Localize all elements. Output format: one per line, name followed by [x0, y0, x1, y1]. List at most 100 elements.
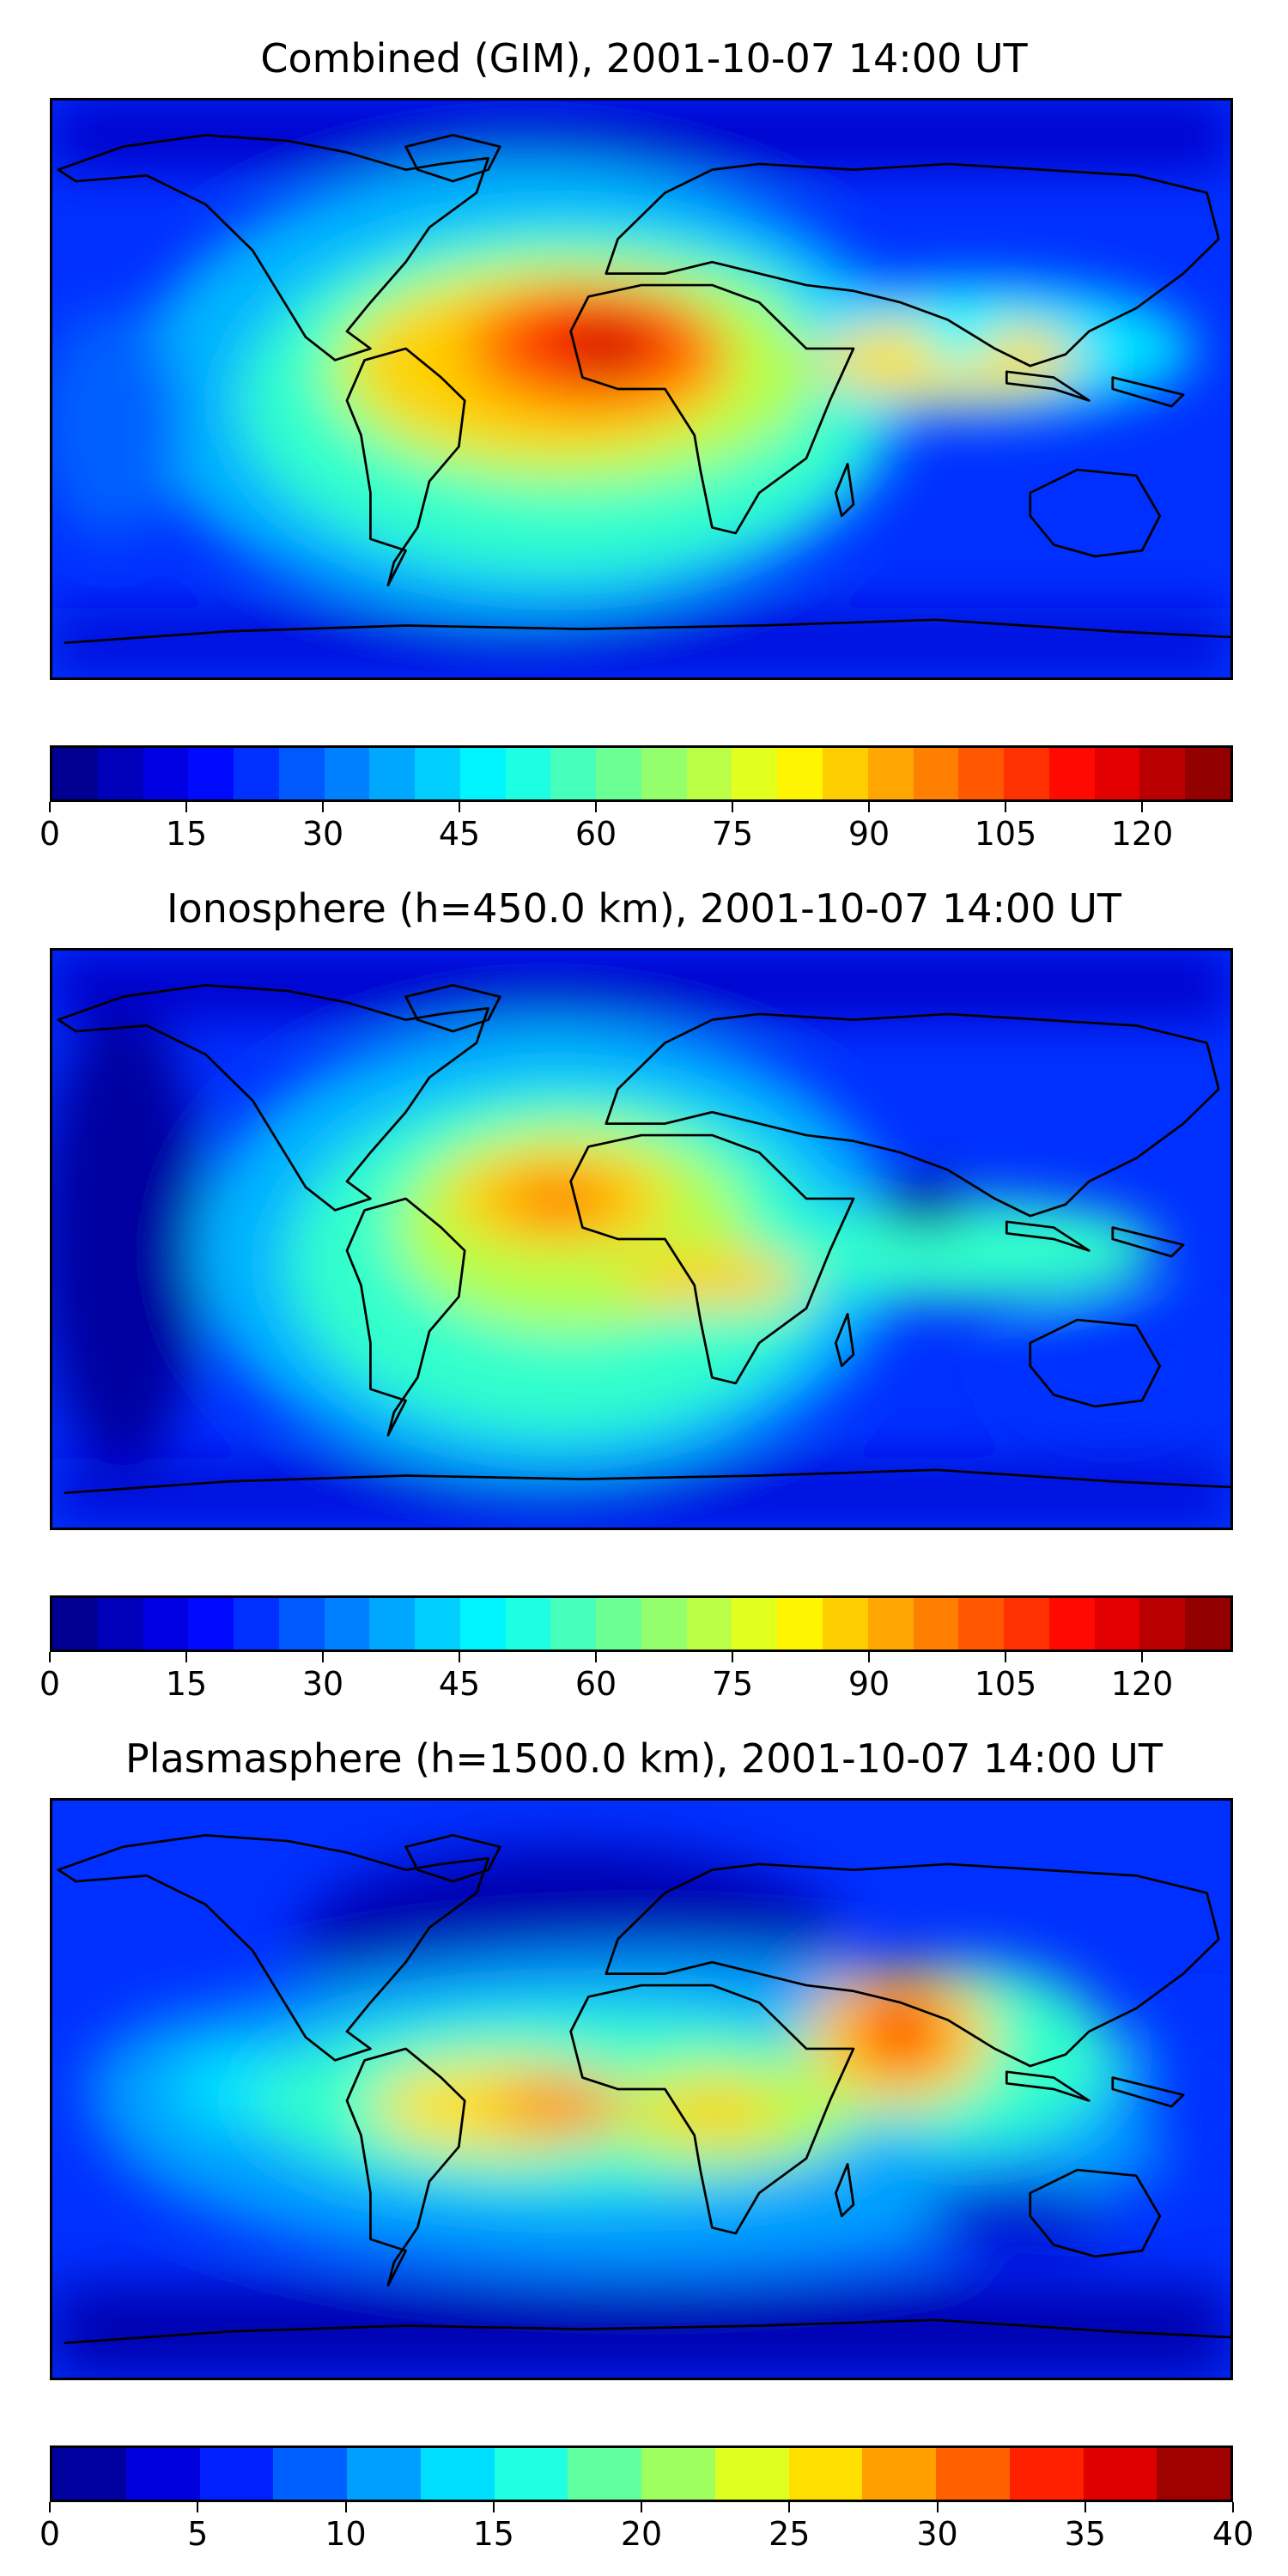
colorbar-segment: [596, 1598, 641, 1649]
colorbar-tick-label: 90: [848, 1665, 890, 1703]
panel-1-colorbar-ticks: 0 15 30 45 60 75 90 105 120: [39, 802, 1233, 854]
colorbar-tick-label: 45: [438, 1665, 481, 1703]
colorbar-segment: [1094, 748, 1140, 799]
colorbar-segment: [1185, 748, 1230, 799]
panel-1-title: Combined (GIM), 2001-10-07 14:00 UT: [260, 35, 1028, 82]
colorbar-segment: [867, 1598, 914, 1649]
panel-3-title: Plasmasphere (h=1500.0 km), 2001-10-07 1…: [125, 1735, 1163, 1782]
colorbar-segment: [686, 1598, 732, 1649]
colorbar-segment: [188, 748, 234, 799]
colorbar-tick: [788, 2502, 791, 2512]
panel-3-colorbar-ticks: 0 5 10 15 20 25 30 35 40: [39, 2502, 1254, 2554]
colorbar-segment: [777, 1598, 823, 1649]
colorbar-segment: [1185, 1598, 1230, 1649]
colorbar-segment: [199, 2448, 274, 2500]
colorbar-segment: [732, 748, 778, 799]
panel-2-colorbar-ticks: 0 15 30 45 60 75 90 105 120: [39, 1652, 1233, 1704]
colorbar-segment: [97, 748, 143, 799]
panel-3-colorbar: [50, 2445, 1233, 2502]
colorbar-segment: [913, 1598, 959, 1649]
colorbar-tick-label: 5: [187, 2515, 209, 2553]
colorbar-segment: [1083, 2448, 1157, 2500]
colorbar-segment: [958, 748, 1005, 799]
panel-1-coastlines: [57, 133, 1230, 645]
colorbar-segment: [823, 1598, 868, 1649]
colorbar-segment: [1004, 1598, 1049, 1649]
colorbar-tick: [868, 802, 870, 812]
colorbar-tick: [868, 1652, 870, 1662]
colorbar-segment: [52, 2448, 126, 2500]
colorbar-tick-label: 45: [438, 815, 481, 853]
colorbar-tick-label: 20: [620, 2515, 663, 2553]
colorbar-tick-label: 60: [574, 1665, 617, 1703]
colorbar-segment: [278, 1598, 325, 1649]
colorbar-tick-label: 35: [1064, 2515, 1106, 2553]
colorbar-segment: [494, 2448, 568, 2500]
colorbar-tick: [1141, 802, 1143, 812]
colorbar-tick: [49, 802, 51, 812]
colorbar-segment: [862, 2448, 936, 2500]
colorbar-segment: [188, 1598, 234, 1649]
colorbar-segment: [369, 748, 416, 799]
colorbar-segment: [459, 748, 506, 799]
colorbar-segment: [273, 2448, 347, 2500]
colorbar-tick-label: 30: [301, 815, 344, 853]
colorbar-segment: [52, 1598, 98, 1649]
colorbar-tick-label: 75: [711, 815, 754, 853]
colorbar-segment: [1048, 748, 1095, 799]
panel-1-field: [52, 100, 1230, 677]
colorbar-segment: [732, 1598, 778, 1649]
colorbar-tick: [459, 802, 460, 812]
colorbar-tick: [344, 2502, 347, 2512]
colorbar-segment: [596, 748, 641, 799]
colorbar-tick: [1232, 2502, 1234, 2512]
colorbar-segment: [505, 1598, 551, 1649]
colorbar-tick: [732, 1652, 733, 1662]
colorbar-tick-label: 15: [165, 815, 208, 853]
colorbar-segment: [714, 2448, 789, 2500]
colorbar-segment: [788, 2448, 863, 2500]
colorbar-tick: [1005, 802, 1006, 812]
panel-1-colorbar: [50, 745, 1233, 802]
colorbar-segment: [1048, 1598, 1095, 1649]
colorbar-tick: [185, 802, 187, 812]
colorbar-segment: [52, 748, 98, 799]
colorbar-tick-label: 75: [711, 1665, 754, 1703]
colorbar-tick-label: 25: [769, 2515, 811, 2553]
colorbar-tick: [49, 2502, 51, 2512]
colorbar-segment: [867, 748, 914, 799]
colorbar-tick: [459, 1652, 460, 1662]
colorbar-segment: [1094, 1598, 1140, 1649]
colorbar-segment: [550, 1598, 597, 1649]
colorbar-tick: [197, 2502, 199, 2512]
colorbar-segment: [550, 748, 597, 799]
colorbar-segment: [459, 1598, 506, 1649]
colorbar-tick: [595, 802, 597, 812]
colorbar-segment: [278, 748, 325, 799]
colorbar-segment: [777, 748, 823, 799]
colorbar-segment: [324, 1598, 370, 1649]
colorbar-tick: [1005, 1652, 1006, 1662]
colorbar-tick-label: 105: [974, 815, 1037, 853]
colorbar-segment: [913, 748, 959, 799]
colorbar-tick-label: 30: [301, 1665, 344, 1703]
panel-2-title: Ionosphere (h=450.0 km), 2001-10-07 14:0…: [167, 885, 1121, 932]
colorbar-segment: [420, 2448, 495, 2500]
colorbar-segment: [125, 2448, 200, 2500]
colorbar-segment: [324, 748, 370, 799]
colorbar-tick-label: 0: [39, 815, 61, 853]
colorbar-segment: [823, 748, 868, 799]
colorbar-segment: [415, 1598, 460, 1649]
colorbar-segment: [958, 1598, 1005, 1649]
colorbar-tick: [732, 802, 733, 812]
colorbar-tick-label: 15: [165, 1665, 208, 1703]
colorbar-segment: [641, 2448, 715, 2500]
colorbar-tick-label: 105: [974, 1665, 1037, 1703]
colorbar-segment: [505, 748, 551, 799]
colorbar-segment: [1157, 2448, 1230, 2500]
colorbar-segment: [97, 1598, 143, 1649]
colorbar-tick: [1084, 2502, 1086, 2512]
colorbar-tick: [1141, 1652, 1143, 1662]
panel-2-map: [50, 948, 1233, 1530]
colorbar-tick: [492, 2502, 495, 2512]
